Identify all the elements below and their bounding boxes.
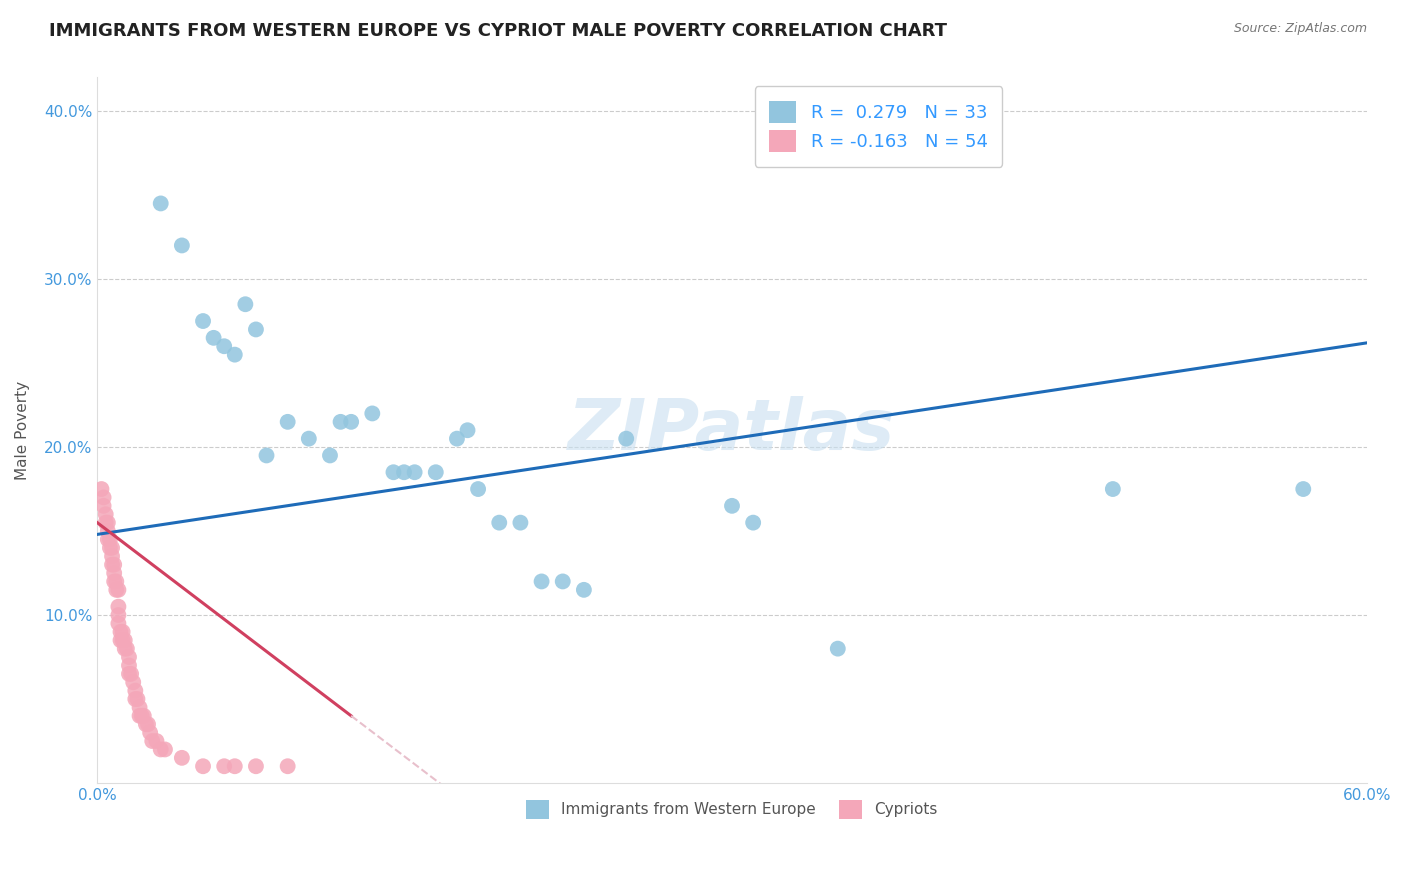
Point (145, 734, 167, 748)
Point (457, 423, 479, 437)
Point (298, 432, 321, 446)
Point (110, 633, 132, 648)
Point (105, 574, 128, 589)
Point (93, 499, 115, 513)
Text: ZIPatlas: ZIPatlas (568, 396, 896, 465)
Point (1292, 482, 1315, 496)
Point (191, 314, 214, 328)
Point (139, 725, 162, 739)
Text: IMMIGRANTS FROM WESTERN EUROPE VS CYPRIOT MALE POVERTY CORRELATION CHART: IMMIGRANTS FROM WESTERN EUROPE VS CYPRIO… (49, 22, 948, 40)
Text: Source: ZipAtlas.com: Source: ZipAtlas.com (1233, 22, 1367, 36)
Point (118, 658, 141, 673)
Point (319, 449, 342, 463)
Point (488, 516, 510, 530)
Point (530, 574, 553, 589)
Point (115, 641, 138, 656)
Point (103, 566, 125, 580)
Point (118, 650, 141, 665)
Point (118, 666, 141, 681)
Point (124, 692, 146, 706)
Point (170, 238, 193, 252)
Point (132, 709, 155, 723)
Point (111, 624, 134, 639)
Point (361, 406, 384, 420)
Point (97, 516, 120, 530)
Point (191, 759, 214, 773)
Point (114, 633, 136, 648)
Point (235, 297, 257, 311)
Point (94, 516, 117, 530)
Point (467, 482, 489, 496)
Point (107, 616, 129, 631)
Point (742, 516, 765, 530)
Point (114, 641, 136, 656)
Point (509, 516, 531, 530)
Point (110, 624, 132, 639)
Point (245, 759, 267, 773)
Point (103, 558, 125, 572)
Point (107, 608, 129, 623)
Point (124, 683, 146, 698)
Legend: Immigrants from Western Europe, Cypriots: Immigrants from Western Europe, Cypriots (520, 794, 943, 825)
Point (392, 465, 415, 479)
Point (107, 599, 129, 614)
Point (212, 339, 235, 353)
Point (101, 549, 124, 564)
Point (120, 666, 142, 681)
Point (141, 734, 163, 748)
Point (136, 717, 159, 731)
Point (98, 541, 121, 555)
Point (111, 633, 134, 648)
Point (446, 432, 468, 446)
Point (212, 759, 235, 773)
Point (107, 582, 129, 597)
Point (122, 675, 145, 690)
Point (277, 759, 299, 773)
Point (277, 415, 299, 429)
Point (245, 322, 267, 336)
Point (97, 533, 120, 547)
Point (101, 541, 124, 555)
Point (128, 700, 150, 714)
Point (149, 742, 172, 756)
Point (340, 415, 363, 429)
Point (551, 574, 574, 589)
Point (382, 465, 405, 479)
Point (425, 465, 447, 479)
Point (202, 331, 225, 345)
Point (105, 582, 128, 597)
Point (572, 582, 595, 597)
Y-axis label: Male Poverty: Male Poverty (15, 381, 30, 480)
Point (149, 196, 172, 211)
Point (101, 558, 124, 572)
Point (93, 491, 115, 505)
Point (1102, 482, 1125, 496)
Point (135, 717, 157, 731)
Point (94, 508, 117, 522)
Point (404, 465, 426, 479)
Point (90, 482, 112, 496)
Point (170, 751, 193, 765)
Point (256, 449, 278, 463)
Point (224, 348, 246, 362)
Point (103, 574, 125, 589)
Point (131, 709, 153, 723)
Point (153, 742, 176, 756)
Point (721, 499, 744, 513)
Point (329, 415, 352, 429)
Point (98, 533, 121, 547)
Point (224, 759, 246, 773)
Point (127, 692, 149, 706)
Point (128, 709, 150, 723)
Point (827, 641, 849, 656)
Point (614, 432, 637, 446)
Point (97, 524, 120, 538)
